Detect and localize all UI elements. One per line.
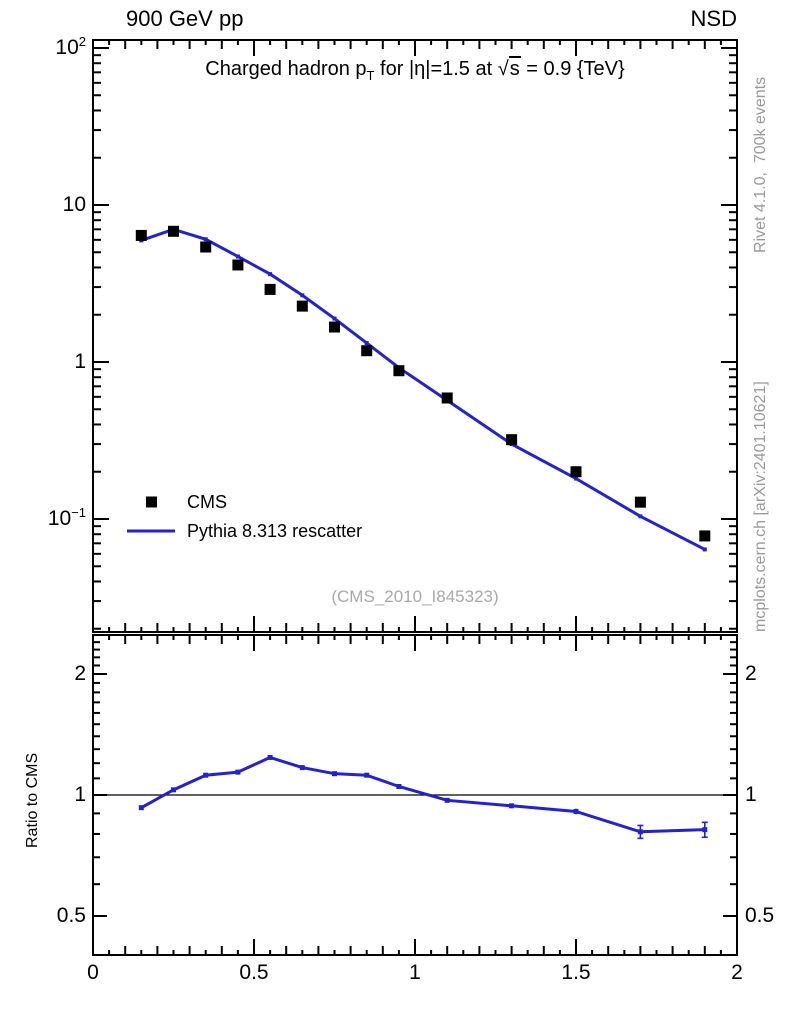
title-text: Charged hadron p xyxy=(205,58,367,80)
tick-exponent: −1 xyxy=(71,505,86,520)
x-tick-label: 1 xyxy=(409,961,421,984)
ratio-line xyxy=(140,755,705,834)
model-line-marker xyxy=(332,316,337,321)
model-line-marker xyxy=(235,254,240,259)
tick-base: 10 xyxy=(55,36,79,59)
ratio-line-marker xyxy=(444,797,450,803)
ratio-y-tick-label-left: 1 xyxy=(74,783,86,806)
ratio-y-tick-label-left: 0.5 xyxy=(56,904,86,927)
ratio-line-marker xyxy=(573,808,579,814)
ratio-line-marker xyxy=(171,787,176,793)
main-y-tick-label: 102 xyxy=(0,34,86,63)
model-line-marker xyxy=(364,341,369,346)
ratio-line-marker xyxy=(637,829,643,835)
cms-data-point xyxy=(570,466,582,478)
cms-data-point xyxy=(232,259,244,271)
main-y-tick-label: 10 xyxy=(0,192,86,218)
tick-exponent: 2 xyxy=(78,34,86,49)
sqrt-icon: √ xyxy=(497,58,509,80)
cms-data-point xyxy=(506,434,518,446)
ratio-y-tick-label-right: 1 xyxy=(745,783,757,806)
cms-data-point xyxy=(329,321,340,333)
cms-data-point xyxy=(135,229,147,241)
cms-data-point xyxy=(393,365,405,377)
legend-label-cms: CMS xyxy=(187,492,227,512)
mcplots-arxiv-note: mcplots.cern.ch [arXiv:2401.10621] xyxy=(752,381,769,632)
ratio-line-marker xyxy=(396,783,402,789)
event-class-title: NSD xyxy=(690,6,737,31)
ratio-y-tick-label-right: 0.5 xyxy=(745,904,775,927)
model-line-marker xyxy=(203,237,208,242)
cms-data-point xyxy=(361,345,373,357)
main-frame xyxy=(92,39,738,633)
cms-data-point xyxy=(168,225,179,237)
model-line-marker xyxy=(268,272,273,277)
ratio-line-marker xyxy=(364,772,370,778)
cms-data-point xyxy=(699,530,711,542)
legend-label-pythia: Pythia 8.313 rescatter xyxy=(187,521,363,541)
legend-square-icon xyxy=(146,496,157,508)
main-y-tick-label: 10−1 xyxy=(0,505,86,534)
ratio-line-marker xyxy=(267,754,273,760)
model-line-marker xyxy=(638,514,643,519)
sqrt-argument: s xyxy=(508,56,521,80)
tick-base: 10 xyxy=(62,193,86,216)
ratio-line-marker xyxy=(299,765,305,771)
x-tick-label: 0.5 xyxy=(239,961,269,984)
beam-energy-title: 900 GeV pp xyxy=(126,6,244,31)
ratio-line-marker xyxy=(138,805,144,811)
ratio-line-marker xyxy=(509,803,515,809)
cms-data-point xyxy=(441,392,453,404)
title-text: = 0.9 {TeV} xyxy=(520,58,625,80)
x-tick-label: 1.5 xyxy=(561,961,591,984)
model-line-marker xyxy=(702,547,707,552)
cms-data-point xyxy=(200,241,212,253)
main-y-tick-label: 1 xyxy=(0,349,86,375)
tick-base: 1 xyxy=(74,350,86,373)
cms-data-point xyxy=(296,300,308,312)
analysis-id-watermark: (CMS_2010_I845323) xyxy=(331,587,499,606)
x-tick-label: 2 xyxy=(731,961,743,984)
ratio-line-marker xyxy=(332,771,337,777)
cms-data-point xyxy=(264,283,276,295)
model-line-marker xyxy=(300,293,305,298)
x-tick-label: 0 xyxy=(87,961,99,984)
title-subscript: T xyxy=(366,68,375,83)
plot-title: Charged hadron pT for |η|=1.5 at √s = 0.… xyxy=(93,56,737,83)
title-text: for |η|=1.5 at xyxy=(374,58,498,80)
ratio-y-tick-label-left: 2 xyxy=(74,661,86,685)
ratio-line-marker xyxy=(203,772,209,778)
rivet-version-note: Rivet 4.1.0, 700k events xyxy=(752,76,769,253)
ratio-line-marker xyxy=(235,769,241,775)
model-line-marker xyxy=(574,476,578,481)
ratio-line-marker xyxy=(702,827,708,833)
cms-data-point xyxy=(634,496,646,508)
tick-base: 10 xyxy=(47,507,72,530)
ratio-y-tick-label-right: 2 xyxy=(745,661,757,685)
